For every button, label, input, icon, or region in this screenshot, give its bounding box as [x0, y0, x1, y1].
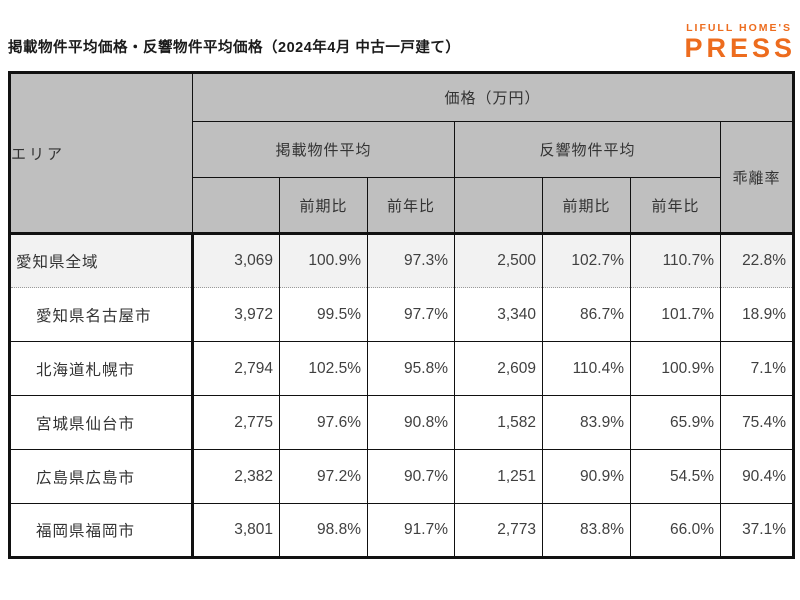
inquiry-price-subheader-empty	[454, 177, 543, 234]
area-cell: 福岡県福岡市	[9, 503, 194, 558]
deviation-cell: 90.4%	[719, 449, 795, 504]
listed-price-cell: 2,794	[192, 341, 280, 396]
area-cell: 愛知県名古屋市	[9, 287, 194, 342]
inquiry-qoq-cell: 83.9%	[542, 395, 631, 450]
area-cell: 宮城県仙台市	[9, 395, 194, 450]
listed-yoy-header: 前年比	[367, 177, 455, 234]
listed-yoy-cell: 97.3%	[367, 232, 455, 288]
listed-qoq-cell: 102.5%	[279, 341, 368, 396]
area-cell: 広島県広島市	[9, 449, 194, 504]
area-cell: 愛知県全域	[9, 232, 194, 288]
inquiry-price-cell: 1,251	[454, 449, 543, 504]
logo-press-text: PRESS	[684, 33, 796, 63]
inquiry-qoq-cell: 83.8%	[542, 503, 631, 558]
listed-price-cell: 3,069	[192, 232, 280, 288]
deviation-cell: 7.1%	[719, 341, 795, 396]
listed-average-group-header: 掲載物件平均	[192, 121, 455, 178]
deviation-cell: 75.4%	[719, 395, 795, 450]
area-column-header: エリア	[9, 72, 193, 234]
listed-price-cell: 2,775	[192, 395, 280, 450]
deviation-cell: 18.9%	[719, 287, 795, 342]
area-cell: 北海道札幌市	[9, 341, 194, 396]
deviation-cell: 22.8%	[719, 232, 795, 288]
deviation-cell: 37.1%	[719, 503, 795, 558]
inquiry-yoy-cell: 100.9%	[630, 341, 721, 396]
listed-qoq-cell: 97.2%	[279, 449, 368, 504]
listed-yoy-cell: 91.7%	[367, 503, 455, 558]
inquiry-yoy-cell: 110.7%	[630, 232, 721, 288]
table-row-aichi-zeniki: 愛知県全域 3,069 100.9% 97.3% 2,500 102.7% 11…	[9, 232, 795, 288]
listed-price-cell: 2,382	[192, 449, 280, 504]
price-unit-header: 価格（万円）	[191, 72, 795, 122]
inquiry-price-cell: 1,582	[454, 395, 543, 450]
inquiry-average-group-header: 反響物件平均	[454, 121, 721, 178]
header-row-3: 前期比 前年比 前期比 前年比	[10, 177, 794, 234]
listed-qoq-cell: 100.9%	[279, 232, 368, 288]
table-row-nagoya: 愛知県名古屋市 3,972 99.5% 97.7% 3,340 86.7% 10…	[9, 287, 795, 342]
listed-yoy-cell: 90.8%	[367, 395, 455, 450]
listed-price-cell: 3,972	[192, 287, 280, 342]
listed-qoq-cell: 98.8%	[279, 503, 368, 558]
inquiry-qoq-header: 前期比	[542, 177, 631, 234]
listed-yoy-cell: 97.7%	[367, 287, 455, 342]
table-row-hiroshima: 広島県広島市 2,382 97.2% 90.7% 1,251 90.9% 54.…	[9, 449, 795, 504]
lifull-homes-press-logo: LIFULL HOME'S PRESS	[684, 21, 792, 67]
listed-price-subheader-empty	[192, 177, 280, 234]
listed-price-cell: 3,801	[192, 503, 280, 558]
inquiry-qoq-cell: 102.7%	[542, 232, 631, 288]
listed-qoq-cell: 99.5%	[279, 287, 368, 342]
table-row-sapporo: 北海道札幌市 2,794 102.5% 95.8% 2,609 110.4% 1…	[9, 341, 795, 396]
inquiry-yoy-header: 前年比	[630, 177, 721, 234]
listed-yoy-cell: 90.7%	[367, 449, 455, 504]
inquiry-price-cell: 2,609	[454, 341, 543, 396]
figure-title: 掲載物件平均価格・反響物件平均価格（2024年4月 中古一戸建て）	[8, 40, 461, 56]
inquiry-price-cell: 2,773	[454, 503, 543, 558]
table-row-sendai: 宮城県仙台市 2,775 97.6% 90.8% 1,582 83.9% 65.…	[9, 395, 795, 450]
inquiry-price-cell: 3,340	[454, 287, 543, 342]
inquiry-yoy-cell: 66.0%	[630, 503, 721, 558]
listed-yoy-cell: 95.8%	[367, 341, 455, 396]
inquiry-qoq-cell: 86.7%	[542, 287, 631, 342]
header-row-2: 掲載物件平均 反響物件平均 乖離率	[10, 121, 795, 234]
logo-lifull-homes-text: LIFULL HOME'S	[686, 21, 792, 34]
inquiry-yoy-cell: 65.9%	[630, 395, 721, 450]
listed-qoq-header: 前期比	[279, 177, 368, 234]
inquiry-yoy-cell: 101.7%	[630, 287, 721, 342]
price-table: エリア 価格（万円） 掲載物件平均 反響物件平均 乖離率 前期比 前年比 前期比…	[8, 71, 796, 559]
listed-qoq-cell: 97.6%	[279, 395, 368, 450]
header-row-1: エリア 価格（万円）	[9, 72, 795, 234]
table-row-fukuoka: 福岡県福岡市 3,801 98.8% 91.7% 2,773 83.8% 66.…	[9, 503, 795, 558]
inquiry-qoq-cell: 110.4%	[542, 341, 631, 396]
inquiry-price-cell: 2,500	[454, 232, 543, 288]
deviation-rate-header: 乖離率	[719, 121, 795, 234]
inquiry-yoy-cell: 54.5%	[630, 449, 721, 504]
topbar: 掲載物件平均価格・反響物件平均価格（2024年4月 中古一戸建て） LIFULL…	[8, 0, 792, 66]
inquiry-qoq-cell: 90.9%	[542, 449, 631, 504]
